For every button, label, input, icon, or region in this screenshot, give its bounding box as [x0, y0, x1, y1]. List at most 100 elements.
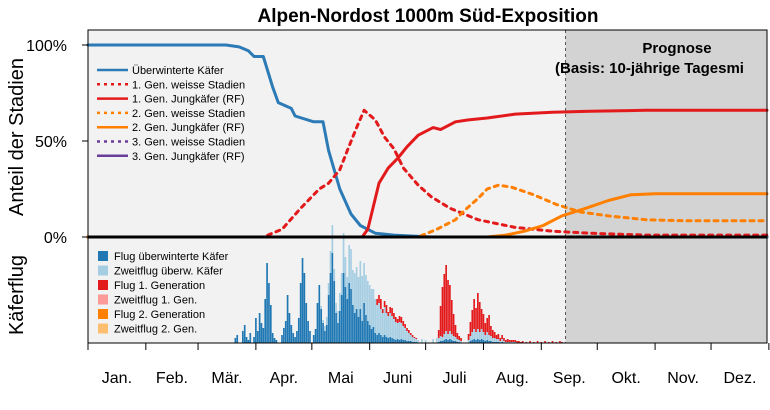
flight-bar: [411, 335, 414, 337]
flight-bar: [324, 331, 326, 343]
flight-bar: [249, 333, 252, 343]
flight-bar: [497, 334, 500, 339]
flight-bar: [445, 339, 447, 343]
flight-bar: [258, 313, 261, 343]
flight-bar: [404, 328, 406, 340]
flight-bar: [387, 338, 390, 343]
flight-bar: [551, 341, 554, 343]
flight-bar: [297, 318, 300, 343]
legend-label: 2. Gen. weisse Stadien: [132, 108, 245, 120]
month-label: Juni: [383, 370, 412, 387]
flight-bar: [432, 339, 434, 343]
flight-bar: [363, 263, 365, 303]
flight-bar: [368, 285, 371, 325]
flight-bar: [501, 335, 503, 339]
flight-bar: [331, 225, 334, 253]
flight-bar: [394, 340, 397, 343]
flight-bar: [284, 321, 287, 343]
flight-bar: [402, 321, 405, 326]
flight-bar: [245, 337, 248, 343]
flight-bar: [378, 295, 380, 303]
y-tick-label: 50%: [35, 134, 67, 151]
flight-bar: [281, 335, 283, 343]
flight-bar: [559, 341, 561, 343]
flight-bar: [290, 325, 293, 343]
flight-bar: [514, 340, 517, 342]
flight-bar: [445, 265, 447, 331]
flight-bar: [333, 281, 336, 343]
flight-bar: [478, 340, 481, 343]
flight-bar: [400, 317, 403, 323]
flight-bar: [292, 333, 295, 343]
flight-bar: [473, 329, 475, 339]
flight-bar: [435, 338, 438, 343]
series-line: [86, 108, 769, 239]
flight-bar: [471, 340, 474, 343]
flight-bar: [458, 340, 461, 342]
flight-bar: [264, 299, 267, 343]
flight-bar: [450, 334, 453, 340]
month-label: Feb.: [156, 370, 188, 387]
flight-bar: [456, 339, 459, 342]
flight-bar: [307, 321, 309, 343]
legend-label: 3. Gen. Jungkäfer (RF): [132, 151, 245, 163]
flight-bar: [394, 322, 397, 340]
flight-bar: [391, 308, 393, 316]
flight-bar: [406, 328, 408, 331]
flight-bar: [490, 341, 492, 343]
flight-bar: [404, 340, 406, 343]
flight-bar: [385, 313, 388, 337]
flight-bar: [256, 331, 259, 343]
flight-bar: [486, 340, 489, 343]
flight-bar: [478, 332, 481, 340]
flight-bar: [503, 338, 505, 341]
plot-frame: [87, 29, 768, 344]
flight-bar: [236, 335, 239, 343]
flight-bar: [380, 299, 382, 309]
flight-bar: [490, 336, 492, 341]
flight-bar: [484, 323, 487, 335]
flight-bar: [301, 258, 304, 343]
flight-bar: [348, 245, 350, 283]
flight-bar: [372, 289, 375, 327]
month-label: Mär.: [211, 370, 242, 387]
flight-bar: [372, 327, 375, 343]
flight-bar: [441, 341, 444, 343]
flight-bar: [398, 322, 401, 340]
flight-bar: [512, 340, 515, 342]
flight-bar: [402, 326, 405, 340]
flight-bar: [381, 337, 384, 343]
flight-bar: [478, 302, 481, 332]
month-label: Nov.: [667, 370, 699, 387]
flight-bar: [389, 337, 392, 343]
flight-bar: [484, 335, 487, 341]
flight-bar: [450, 300, 453, 334]
flight-bar: [449, 339, 451, 343]
flight-bar: [396, 339, 399, 343]
flight-bar: [385, 305, 388, 313]
flight-bar: [359, 261, 362, 309]
y-axis-title-lower: Käferflug: [6, 255, 28, 335]
flight-bar: [316, 303, 319, 343]
flight-legend-swatch: [98, 323, 108, 334]
flight-bar: [314, 329, 317, 343]
flight-bar: [352, 305, 354, 343]
series-line: [86, 43, 769, 239]
flight-bar: [325, 325, 328, 343]
flight-bar: [441, 337, 444, 341]
flight-bar: [482, 332, 485, 340]
flight-bar: [329, 273, 332, 343]
flight-bar: [387, 312, 390, 316]
flight-bar: [424, 340, 427, 343]
flight-bar: [471, 332, 474, 340]
flight-bar: [383, 301, 386, 307]
legend-label: 3. Gen. weisse Stadien: [132, 137, 245, 149]
flight-bar: [501, 339, 503, 342]
flight-legend-swatch: [98, 265, 108, 276]
flight-bar: [374, 333, 377, 343]
flight-bar: [413, 338, 416, 342]
flight-bar: [469, 341, 472, 343]
flight-bar: [255, 318, 257, 343]
flight-bar: [309, 331, 311, 343]
legend-label: Überwinterte Käfer: [132, 65, 224, 77]
